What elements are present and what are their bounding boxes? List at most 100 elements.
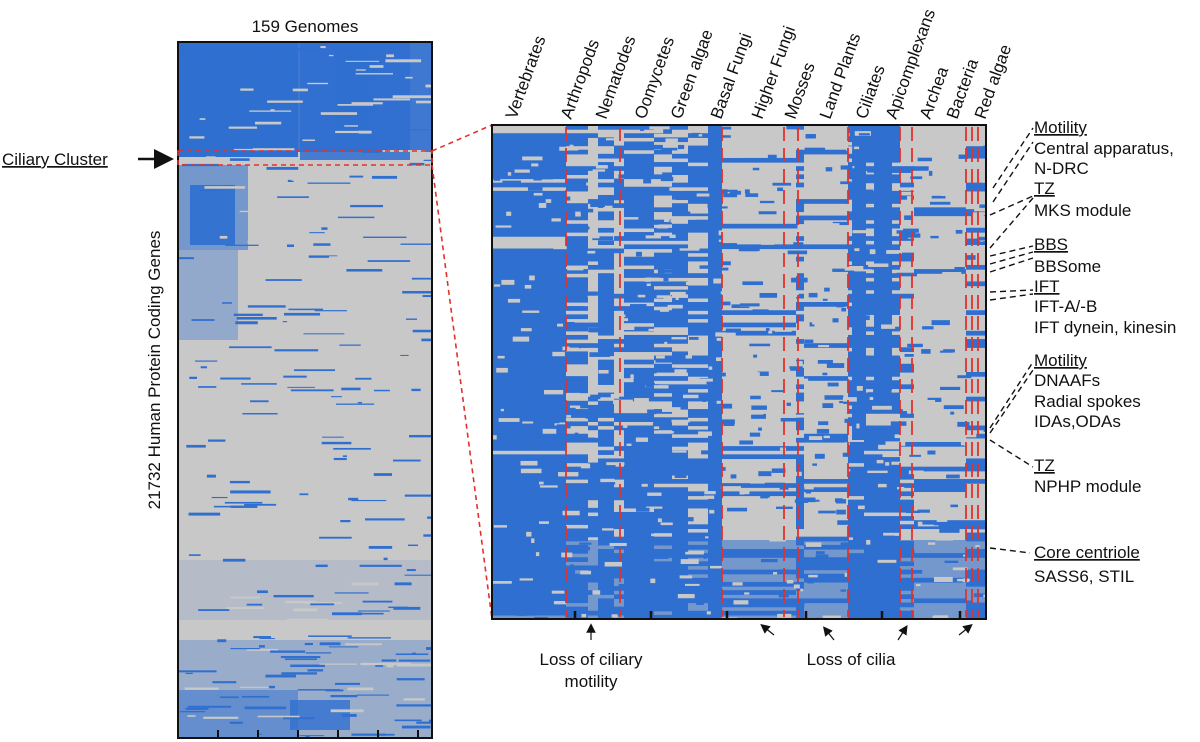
heatmap-cell: [184, 687, 219, 690]
heatmap-cell: [881, 324, 896, 329]
heatmap-cell: [566, 507, 588, 513]
heatmap-cell: [864, 441, 900, 447]
heatmap-cell: [493, 525, 507, 528]
heatmap-cell: [503, 256, 524, 260]
heatmap-cell: [602, 528, 614, 531]
heatmap-cell: [951, 398, 958, 401]
heatmap-cell: [748, 247, 760, 252]
heatmap-cell: [661, 147, 678, 151]
heatmap-cell: [756, 461, 777, 467]
heatmap-cell: [667, 304, 683, 309]
heatmap-cell: [623, 425, 628, 428]
heatmap-cell: [598, 359, 614, 365]
heatmap-cell: [185, 672, 193, 675]
heatmap-cell: [726, 350, 743, 354]
heatmap-cell: [724, 189, 738, 192]
annotation-line: DNAAFs: [1034, 371, 1100, 390]
heatmap-cell: [751, 405, 767, 410]
heatmap-cell: [848, 507, 864, 513]
heatmap-cell: [796, 511, 804, 517]
heatmap-cell: [848, 524, 864, 530]
heatmap-cell: [654, 516, 672, 521]
heatmap-cell: [598, 495, 614, 501]
heatmap-cell: [624, 532, 654, 538]
heatmap-cell: [187, 715, 196, 717]
heatmap-cell: [982, 550, 986, 554]
heatmap-cell: [864, 462, 900, 468]
heatmap-cell: [728, 386, 744, 392]
heatmap-cell: [826, 363, 845, 368]
heatmap-cell: [492, 458, 566, 464]
heatmap-cell: [815, 551, 825, 555]
heatmap-cell: [864, 125, 900, 130]
heatmap-cell: [675, 296, 679, 300]
heatmap-cell: [566, 149, 588, 155]
heatmap-cell: [624, 528, 654, 534]
heatmap-cell: [636, 507, 650, 512]
heatmap-cell: [650, 222, 660, 225]
heatmap-cell: [598, 318, 614, 324]
heatmap-cell: [840, 542, 853, 546]
heatmap-cell: [598, 400, 614, 406]
heatmap-cell: [688, 149, 708, 155]
heatmap-cell: [789, 366, 803, 371]
heatmap-cell: [975, 545, 980, 548]
heatmap-cell: [329, 646, 359, 648]
heatmap-cell: [966, 520, 986, 525]
heatmap-cell: [588, 491, 598, 497]
heatmap-cell: [205, 67, 213, 69]
annotation-line: SASS6, STIL: [1034, 567, 1134, 586]
heatmap-cell: [492, 203, 566, 208]
heatmap-cell: [492, 581, 512, 584]
heatmap-cell: [655, 358, 673, 363]
heatmap-cell: [185, 707, 209, 710]
heatmap-cell: [896, 272, 918, 277]
heatmap-cell: [780, 417, 801, 422]
heatmap-cell: [575, 211, 581, 217]
heatmap-cell: [588, 495, 598, 501]
heatmap-cell: [492, 166, 566, 171]
heatmap-cell: [598, 507, 614, 513]
heatmap-cell: [588, 133, 598, 138]
heatmap-cell: [345, 60, 380, 62]
heatmap-cell: [796, 306, 804, 311]
heatmap-cell: [516, 600, 523, 605]
heatmap-cell: [672, 297, 688, 303]
heatmap-cell: [559, 434, 579, 440]
heatmap-cell: [283, 375, 307, 378]
heatmap-cell: [614, 511, 624, 517]
zoomed-heatmap-ticks: [573, 611, 962, 619]
heatmap-cell: [281, 672, 317, 675]
heatmap-cell: [723, 422, 735, 426]
heatmap-cell: [337, 104, 374, 106]
heatmap-cell: [688, 437, 708, 443]
heatmap-cell: [598, 474, 614, 480]
heatmap-cell: [966, 310, 986, 315]
heatmap-cell: [588, 409, 598, 414]
heatmap-cell: [900, 194, 914, 200]
heatmap-cell: [293, 608, 318, 612]
heatmap-cell: [672, 384, 688, 390]
heatmap-cell: [840, 181, 852, 185]
heatmap-cell: [797, 601, 805, 607]
heatmap-cell: [280, 656, 321, 659]
heatmap-cell: [749, 481, 767, 484]
heatmap-cell: [654, 302, 672, 307]
heatmap-cell: [688, 248, 708, 254]
heatmap-cell: [814, 453, 825, 459]
heatmap-cell: [409, 162, 425, 166]
heatmap-cell: [688, 178, 708, 184]
heatmap-cell: [796, 507, 804, 513]
heatmap-cell: [266, 166, 299, 170]
heatmap-cell: [614, 495, 624, 501]
heatmap-cell: [722, 491, 796, 497]
heatmap-cell: [538, 202, 547, 208]
heatmap-cell: [598, 536, 614, 542]
heatmap-cell: [566, 458, 588, 464]
heatmap-cell: [624, 474, 654, 480]
heatmap-cell: [616, 325, 635, 331]
heatmap-cell: [273, 594, 314, 598]
heatmap-cell: [259, 645, 265, 648]
heatmap-cell: [796, 437, 804, 443]
heatmap-cell: [912, 166, 929, 171]
